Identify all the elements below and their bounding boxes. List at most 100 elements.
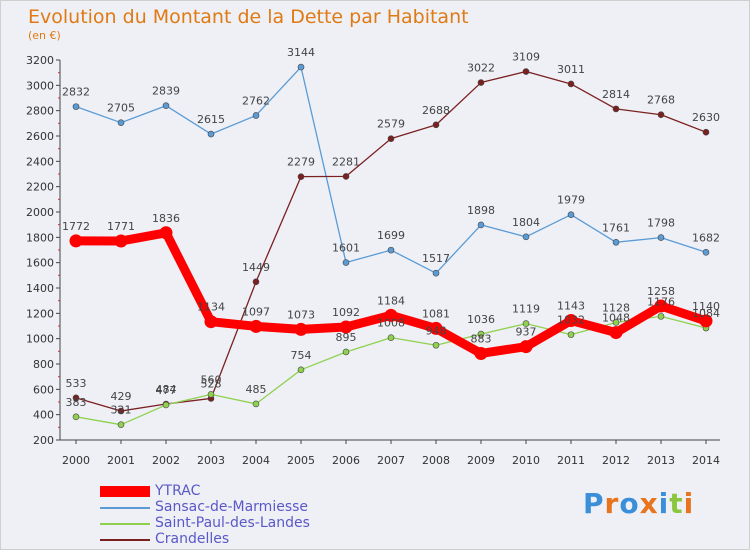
data-label: 1601 [332,242,360,255]
y-tick-label: 1000 [26,333,54,346]
data-point [72,394,80,402]
data-label: 1804 [512,216,540,229]
data-label: 560 [201,373,222,386]
data-point [699,314,713,328]
data-label: 1772 [62,220,90,233]
data-point [342,259,350,266]
data-label: 1032 [557,314,585,327]
data-point [702,128,710,136]
data-point [114,234,128,248]
data-point [69,234,83,248]
data-label: 895 [336,331,357,344]
data-label: 1449 [242,261,270,274]
data-point [612,238,620,246]
data-label: 883 [471,332,492,345]
logo-letter: P [583,487,605,520]
data-label: 1008 [377,317,405,330]
x-tick-label: 2014 [692,454,720,467]
data-label: 2630 [692,111,720,124]
data-point [519,340,533,354]
data-label: 1682 [692,231,720,244]
data-point [204,315,218,329]
y-tick-label: 3200 [26,54,54,67]
x-tick-label: 2011 [557,454,585,467]
data-point [387,246,395,254]
data-label: 485 [246,383,267,396]
logo-letter: i [658,487,670,520]
y-tick-label: 600 [33,383,54,396]
legend-swatch [100,523,150,525]
x-tick-label: 2010 [512,454,540,467]
data-point [477,221,485,229]
data-label: 1048 [602,312,630,325]
data-label: 1081 [422,307,450,320]
y-tick-label: 2400 [26,155,54,168]
data-label: 1084 [692,307,720,320]
data-point [72,103,80,110]
x-tick-label: 2006 [332,454,360,467]
y-tick-label: 2200 [26,181,54,194]
data-label: 1128 [602,301,630,314]
logo-letter: i [683,487,695,520]
data-label: 1092 [332,306,360,319]
data-label: 3011 [557,63,585,76]
y-tick-label: 2000 [26,206,54,219]
data-point [207,391,215,398]
data-label: 3144 [287,46,315,59]
data-label: 1073 [287,308,315,321]
data-label: 1134 [197,301,225,314]
data-point [657,234,665,241]
data-point [294,322,308,336]
data-point [477,330,485,338]
legend-swatch [100,486,150,497]
data-label: 1771 [107,220,135,233]
legend-label: Sansac-de-Marmiesse [155,499,309,515]
data-label: 1176 [647,295,675,308]
data-point [612,105,620,113]
data-point [117,119,125,126]
data-point [567,80,575,88]
x-tick-label: 2002 [152,454,180,467]
data-point [297,173,305,180]
data-label: 1036 [467,313,495,326]
data-label: 383 [66,396,87,409]
data-point [117,421,125,428]
data-point [432,269,440,277]
data-point [432,341,440,349]
data-point [702,248,710,256]
y-tick-label: 800 [33,358,54,371]
x-tick-label: 2012 [602,454,630,467]
data-label: 484 [156,383,177,396]
data-point [657,313,665,320]
x-tick-label: 2000 [62,454,90,467]
data-label: 1097 [242,305,270,318]
data-label: 754 [291,349,312,362]
data-label: 1143 [557,300,585,313]
data-label: 1517 [422,252,450,265]
data-label: 937 [516,326,537,339]
data-point [522,320,530,327]
data-point [117,407,125,415]
data-point [297,366,305,374]
data-point [249,319,263,333]
data-point [207,130,215,138]
x-tick-label: 2008 [422,454,450,467]
data-label: 2814 [602,88,630,101]
data-label: 2688 [422,104,450,117]
logo-letter: r [604,487,620,520]
y-tick-label: 3000 [26,79,54,92]
data-point [159,226,173,240]
data-label: 1798 [647,217,675,230]
x-tick-label: 2009 [467,454,495,467]
data-label: 1258 [647,285,675,298]
data-label: 2705 [107,102,135,115]
data-point [162,102,170,110]
x-tick-label: 2003 [197,454,225,467]
y-tick-label: 1800 [26,231,54,244]
y-tick-label: 1600 [26,257,54,270]
data-point [297,63,305,71]
data-label: 1140 [692,300,720,313]
data-point [429,321,443,335]
data-point [252,400,260,408]
